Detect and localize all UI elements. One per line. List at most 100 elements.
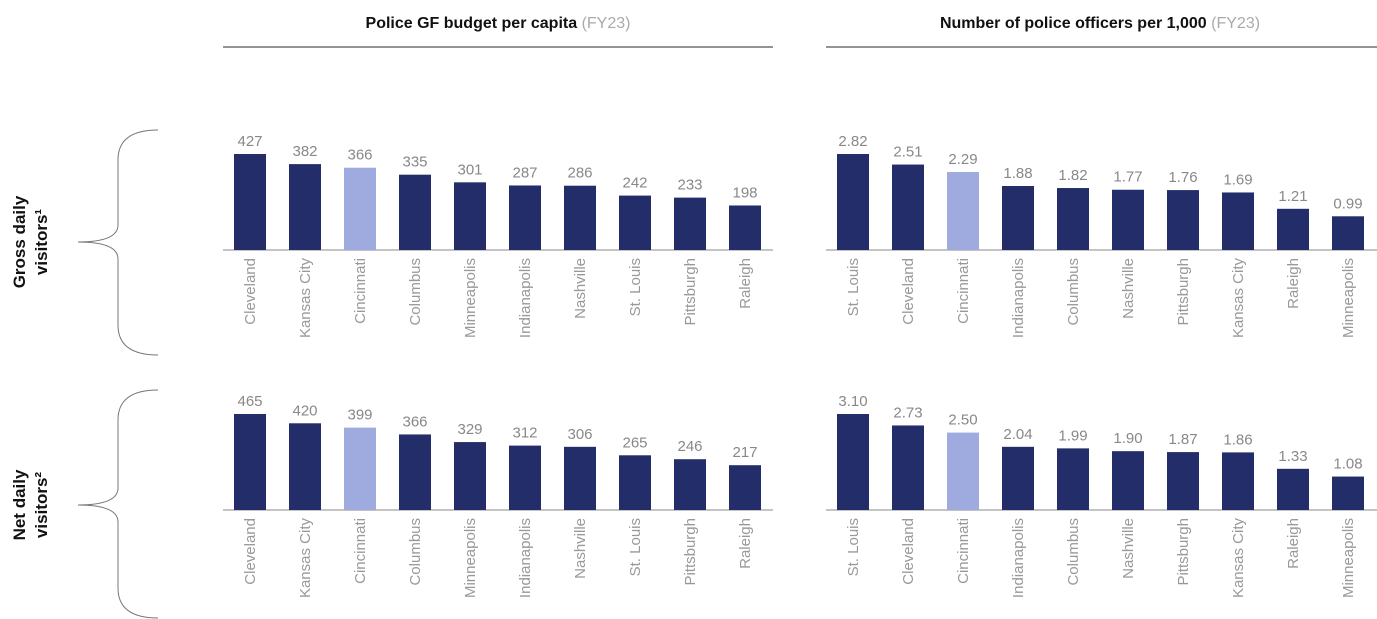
value-label: 1.76 bbox=[1168, 169, 1197, 186]
value-label: 1.33 bbox=[1278, 448, 1307, 465]
category-label: Cincinnati bbox=[955, 258, 972, 324]
value-label: 329 bbox=[457, 421, 482, 438]
bar bbox=[509, 185, 541, 250]
value-label: 2.04 bbox=[1003, 426, 1032, 443]
category-label: Kansas City bbox=[1230, 518, 1247, 599]
category-label: Raleigh bbox=[1285, 258, 1302, 309]
bar bbox=[234, 414, 266, 510]
value-label: 287 bbox=[512, 164, 537, 181]
category-label: Minneapolis bbox=[1340, 518, 1357, 598]
category-label: Pittsburgh bbox=[682, 258, 699, 326]
bar bbox=[454, 442, 486, 510]
category-label: St. Louis bbox=[627, 518, 644, 576]
bar bbox=[289, 164, 321, 250]
brace bbox=[77, 389, 159, 619]
bar bbox=[1332, 476, 1364, 510]
category-label: Indianapolis bbox=[517, 518, 534, 598]
bar bbox=[1002, 446, 1034, 510]
value-label: 2.29 bbox=[948, 151, 977, 168]
category-label: Columbus bbox=[1065, 518, 1082, 586]
bar bbox=[1167, 452, 1199, 510]
value-label: 306 bbox=[567, 426, 592, 443]
bar bbox=[837, 154, 869, 250]
category-label: Indianapolis bbox=[517, 258, 534, 338]
bar bbox=[619, 195, 651, 250]
bar bbox=[674, 459, 706, 510]
category-label: Cincinnati bbox=[352, 518, 369, 584]
row-label: visitors¹ bbox=[32, 209, 51, 275]
bar bbox=[674, 197, 706, 250]
value-label: 1.90 bbox=[1113, 430, 1142, 447]
value-label: 198 bbox=[732, 184, 757, 201]
value-label: 420 bbox=[292, 402, 317, 419]
value-label: 2.50 bbox=[948, 412, 977, 429]
row-label: visitors² bbox=[32, 472, 51, 538]
category-label: St. Louis bbox=[627, 258, 644, 316]
value-label: 2.51 bbox=[893, 144, 922, 161]
category-label: Minneapolis bbox=[462, 518, 479, 598]
bar bbox=[564, 446, 596, 510]
category-label: Indianapolis bbox=[1010, 258, 1027, 338]
category-label: Nashville bbox=[1120, 518, 1137, 579]
value-label: 1.86 bbox=[1223, 431, 1252, 448]
bar bbox=[234, 154, 266, 250]
bar bbox=[344, 167, 376, 250]
category-label: Cleveland bbox=[242, 518, 259, 585]
title-main: Number of police officers per 1,000 bbox=[940, 15, 1207, 32]
bar bbox=[399, 174, 431, 250]
bar bbox=[454, 182, 486, 250]
value-label: 242 bbox=[622, 175, 647, 192]
value-label: 465 bbox=[237, 393, 262, 410]
bar bbox=[1222, 192, 1254, 250]
row-label: Gross daily bbox=[10, 195, 29, 288]
column-title: Police GF budget per capita (FY23) bbox=[366, 15, 631, 32]
title-note: (FY23) bbox=[582, 15, 631, 32]
value-label: 399 bbox=[347, 407, 372, 424]
value-label: 1.21 bbox=[1278, 188, 1307, 205]
value-label: 335 bbox=[402, 154, 427, 171]
category-label: Columbus bbox=[407, 258, 424, 326]
bar bbox=[1057, 188, 1089, 250]
bar bbox=[509, 445, 541, 510]
bar bbox=[399, 434, 431, 510]
value-label: 301 bbox=[457, 161, 482, 178]
category-label: Nashville bbox=[1120, 258, 1137, 319]
bar bbox=[837, 414, 869, 510]
category-label: Columbus bbox=[407, 518, 424, 586]
value-label: 3.10 bbox=[838, 393, 867, 410]
bar bbox=[1112, 451, 1144, 510]
bar bbox=[729, 465, 761, 510]
value-label: 366 bbox=[402, 413, 427, 430]
category-label: Kansas City bbox=[297, 518, 314, 599]
row-label: Net daily bbox=[10, 469, 29, 540]
category-label: Pittsburgh bbox=[682, 518, 699, 586]
value-label: 312 bbox=[512, 425, 537, 442]
value-label: 233 bbox=[677, 177, 702, 194]
value-label: 1.69 bbox=[1223, 171, 1252, 188]
category-label: Minneapolis bbox=[1340, 258, 1357, 338]
value-label: 2.82 bbox=[838, 133, 867, 150]
value-label: 246 bbox=[677, 438, 702, 455]
bar bbox=[947, 432, 979, 510]
bar bbox=[1332, 216, 1364, 250]
bar bbox=[1222, 452, 1254, 510]
value-label: 382 bbox=[292, 143, 317, 160]
category-label: St. Louis bbox=[845, 258, 862, 316]
value-label: 1.87 bbox=[1168, 431, 1197, 448]
category-label: Cincinnati bbox=[352, 258, 369, 324]
category-label: Nashville bbox=[572, 258, 589, 319]
value-label: 2.73 bbox=[893, 404, 922, 421]
bar bbox=[619, 455, 651, 510]
category-label: Kansas City bbox=[1230, 258, 1247, 339]
value-label: 1.82 bbox=[1058, 167, 1087, 184]
brace bbox=[77, 129, 159, 356]
bar bbox=[1002, 186, 1034, 250]
bar bbox=[892, 164, 924, 250]
category-label: Raleigh bbox=[737, 258, 754, 309]
category-label: Indianapolis bbox=[1010, 518, 1027, 598]
value-label: 1.77 bbox=[1113, 169, 1142, 186]
category-label: Raleigh bbox=[737, 518, 754, 569]
title-note: (FY23) bbox=[1211, 15, 1260, 32]
category-label: Minneapolis bbox=[462, 258, 479, 338]
